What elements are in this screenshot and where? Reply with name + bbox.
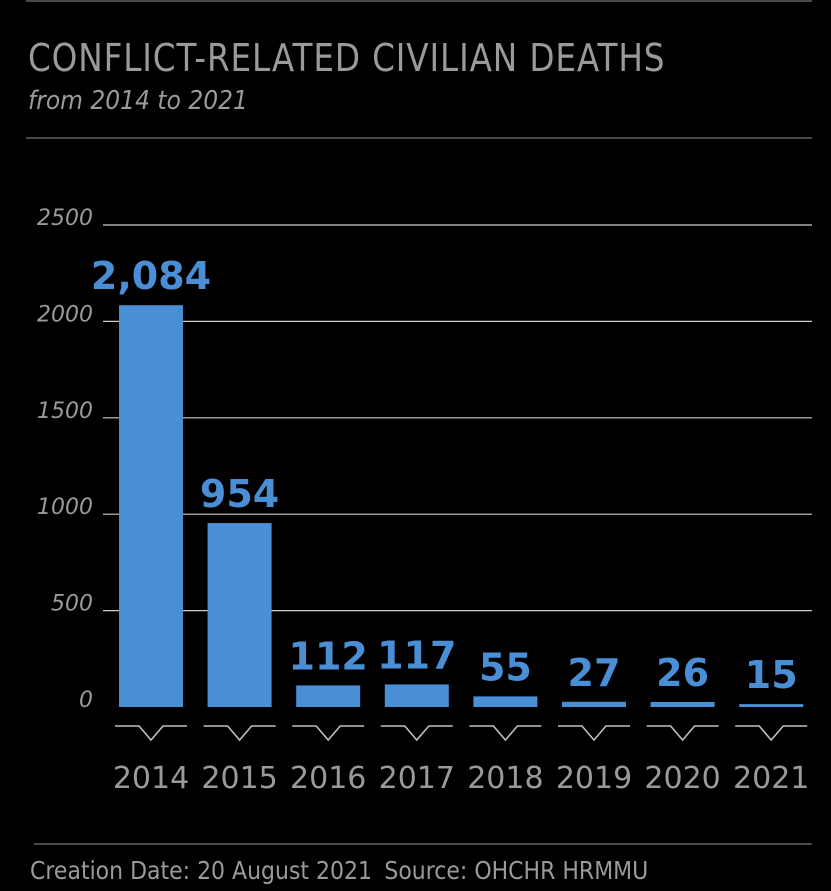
x-tick-label-2021: 2021 xyxy=(733,761,809,796)
bar-2014 xyxy=(119,305,183,707)
y-tick-label: 1500 xyxy=(37,399,93,424)
y-axis-ticks: 2500 2000 1500 1000 500 0 xyxy=(37,206,93,713)
value-label-2018: 55 xyxy=(479,645,532,689)
x-marker-2020 xyxy=(646,725,719,742)
x-tick-label-2015: 2015 xyxy=(201,761,277,796)
value-label-2017: 117 xyxy=(377,633,456,677)
x-tick-label-2017: 2017 xyxy=(379,761,455,796)
creation-date: Creation Date: 20 August 2021 xyxy=(30,856,373,885)
bar-2020 xyxy=(650,701,715,707)
bars xyxy=(119,305,804,707)
footer-divider xyxy=(34,843,812,845)
y-tick-label: 1000 xyxy=(37,495,93,520)
y-tick-label: 2000 xyxy=(37,302,93,327)
x-marker-2017 xyxy=(380,725,453,742)
value-label-2021: 15 xyxy=(745,653,798,697)
x-markers xyxy=(115,725,808,742)
source-note: Source: OHCHR HRMMU xyxy=(384,856,649,885)
bar-2021 xyxy=(739,704,804,707)
value-label-2015: 954 xyxy=(200,472,279,516)
y-tick-label: 500 xyxy=(51,592,93,617)
y-tick-label: 0 xyxy=(79,688,93,713)
x-marker-2015 xyxy=(203,725,276,742)
value-label-2014: 2,084 xyxy=(91,254,211,298)
x-marker-2014 xyxy=(115,725,187,742)
footer: Creation Date: 20 August 2021 Source: OHC… xyxy=(30,856,661,885)
x-tick-label-2018: 2018 xyxy=(467,761,543,796)
x-tick-label-2019: 2019 xyxy=(556,761,632,796)
chart-title: CONFLICT-RELATED CIVILIAN DEATHS xyxy=(28,36,666,80)
bar-2019 xyxy=(562,701,626,707)
top-border xyxy=(26,0,812,2)
value-label-2016: 112 xyxy=(289,634,368,678)
x-marker-2021 xyxy=(735,725,808,742)
bar-2017 xyxy=(384,684,449,707)
bar-2016 xyxy=(296,685,361,707)
x-marker-2019 xyxy=(558,725,630,742)
x-tick-label-2016: 2016 xyxy=(290,761,366,796)
chart-subtitle: from 2014 to 2021 xyxy=(28,86,248,116)
header-divider xyxy=(26,137,812,139)
x-marker-2016 xyxy=(292,725,365,742)
x-tick-label-2020: 2020 xyxy=(644,761,720,796)
value-labels: 2,084 954 112 117 55 27 26 15 xyxy=(91,254,798,697)
x-marker-2018 xyxy=(469,725,542,742)
y-tick-label: 2500 xyxy=(37,206,93,231)
value-label-2020: 26 xyxy=(656,651,709,695)
value-label-2019: 27 xyxy=(568,651,621,695)
x-axis-ticks: 2014 2015 2016 2017 2018 2019 2020 2021 xyxy=(113,761,810,796)
bar-2018 xyxy=(473,696,538,707)
bar-2015 xyxy=(207,523,272,707)
x-tick-label-2014: 2014 xyxy=(113,761,189,796)
